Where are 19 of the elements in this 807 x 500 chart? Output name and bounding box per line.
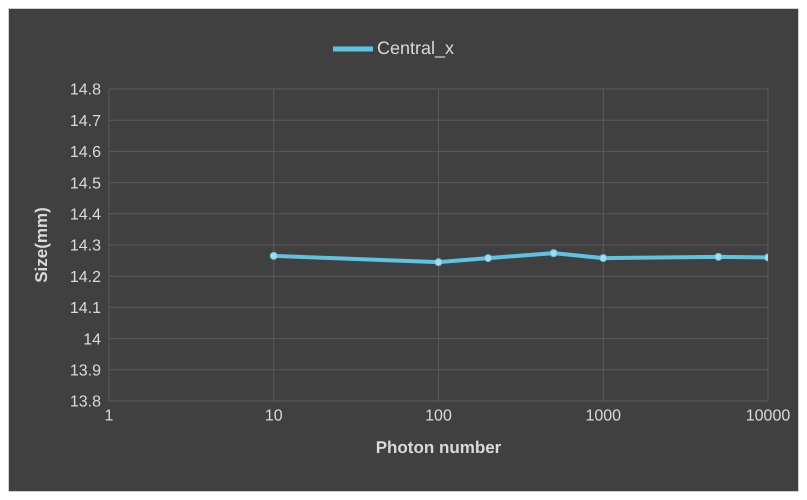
y-tick-label: 14 <box>83 331 102 348</box>
x-tick-label: 10000 <box>746 407 790 424</box>
y-tick-label: 14.5 <box>70 175 102 192</box>
x-tick-label: 1 <box>104 407 114 424</box>
y-tick-label: 14.3 <box>70 238 102 255</box>
x-tick-label: 1000 <box>585 407 622 424</box>
y-tick-label: 14.1 <box>70 300 102 318</box>
x-axis-title: Photon number <box>376 438 502 457</box>
y-tick-label: 14.6 <box>70 144 102 162</box>
y-tick-label: 13.8 <box>70 394 102 411</box>
legend-label: Central_x <box>376 38 454 58</box>
x-tick-label: 10 <box>264 407 283 424</box>
y-tick-label: 14.4 <box>70 206 102 224</box>
y-tick-label: 14.8 <box>70 82 102 99</box>
y-tick-label: 13.9 <box>70 362 102 380</box>
y-axis-title: Size(mm) <box>32 207 52 283</box>
y-tick-label: 14.7 <box>70 112 102 130</box>
x-tick-label: 100 <box>425 407 452 424</box>
y-tick-label: 14.2 <box>70 268 102 286</box>
